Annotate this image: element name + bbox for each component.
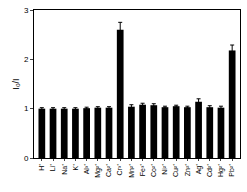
svg-text:Cd²⁺: Cd²⁺	[206, 163, 213, 177]
svg-text:Fe³⁺: Fe³⁺	[139, 163, 146, 177]
svg-text:2: 2	[24, 55, 29, 64]
svg-text:Cr³⁺: Cr³⁺	[116, 163, 123, 176]
svg-text:Na⁺: Na⁺	[61, 163, 68, 175]
svg-text:Co²⁺: Co²⁺	[150, 163, 157, 177]
svg-text:Ag⁺: Ag⁺	[195, 163, 203, 175]
svg-text:K⁺: K⁺	[72, 163, 79, 171]
svg-text:0: 0	[24, 154, 29, 163]
svg-text:Ni²⁺: Ni²⁺	[161, 163, 168, 175]
svg-text:3: 3	[24, 6, 29, 15]
svg-text:Ca²⁺: Ca²⁺	[105, 163, 112, 177]
svg-text:I₀/I: I₀/I	[11, 78, 21, 89]
svg-text:Li⁺: Li⁺	[49, 163, 56, 171]
svg-text:Hg²⁺: Hg²⁺	[217, 163, 225, 177]
svg-text:Zn²⁺: Zn²⁺	[184, 163, 191, 177]
svg-text:Cu²⁺: Cu²⁺	[172, 163, 179, 177]
svg-text:Pb²⁺: Pb²⁺	[228, 163, 235, 177]
svg-text:H⁺: H⁺	[38, 163, 45, 171]
svg-text:1: 1	[24, 104, 29, 113]
svg-text:Al³⁺: Al³⁺	[83, 163, 90, 175]
svg-text:Mg²⁺: Mg²⁺	[94, 163, 102, 178]
svg-text:Mn²⁺: Mn²⁺	[128, 163, 135, 178]
